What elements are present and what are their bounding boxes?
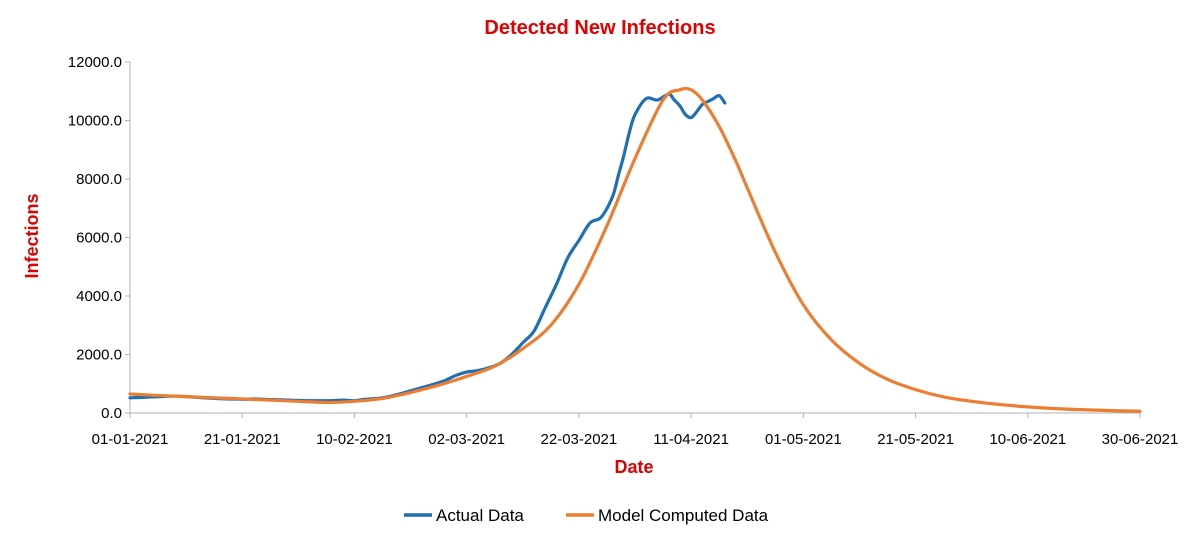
x-tick-label: 30-06-2021 — [1102, 431, 1179, 448]
y-axis-title: Infections — [22, 193, 42, 278]
legend-label-model-computed-data: Model Computed Data — [598, 506, 769, 525]
x-tick-label: 21-05-2021 — [877, 431, 954, 448]
x-tick-label: 10-06-2021 — [989, 431, 1066, 448]
chart-title: Detected New Infections — [484, 17, 715, 39]
series-actual-data — [128, 92, 727, 403]
x-axis: 01-01-2021 21-01-2021 10-02-2021 02-03-2021… — [92, 412, 1179, 448]
y-tick-label: 8000.0 — [76, 171, 122, 188]
y-tick-label: 2000.0 — [76, 347, 122, 364]
y-tick-label: 6000.0 — [76, 230, 122, 247]
legend-item-actual-data: Actual Data — [404, 506, 524, 525]
x-tick-label: 01-05-2021 — [765, 431, 842, 448]
x-tick-label: 11-04-2021 — [653, 431, 729, 448]
y-tick-label: 4000.0 — [76, 288, 122, 305]
x-axis-title: Date — [614, 457, 653, 477]
y-tick-label: 12000.0 — [68, 54, 122, 71]
y-axis: 0.0 2000.0 4000.0 6000.0 8000.0 10000.0 12000.… — [68, 54, 131, 422]
x-tick-label: 22-03-2021 — [541, 431, 618, 448]
legend-label-actual-data: Actual Data — [436, 506, 524, 525]
x-tick-label: 02-03-2021 — [428, 431, 505, 448]
legend-item-model-computed-data: Model Computed Data — [566, 506, 769, 525]
series-layer — [128, 86, 1142, 413]
y-tick-label: 10000.0 — [68, 113, 122, 130]
y-tick-label: 0.0 — [101, 405, 122, 422]
x-tick-label: 21-01-2021 — [204, 431, 281, 448]
x-tick-label: 10-02-2021 — [316, 431, 393, 448]
x-tick-label: 01-01-2021 — [92, 431, 169, 448]
series-model-computed-data — [128, 86, 1142, 413]
legend: Actual Data Model Computed Data — [404, 506, 769, 525]
